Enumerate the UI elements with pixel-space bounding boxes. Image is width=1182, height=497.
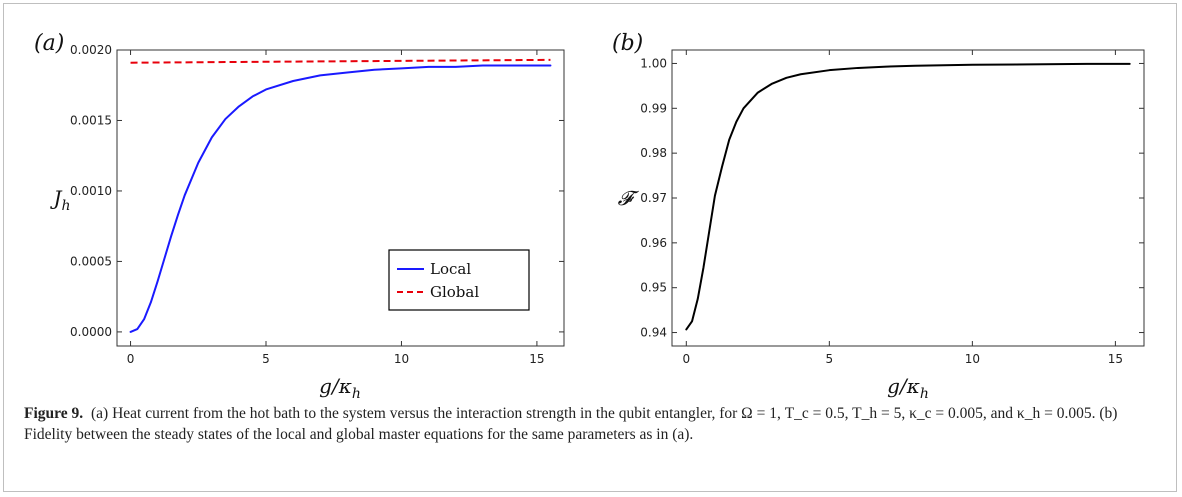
panel-a-legend: Local Global [388, 249, 530, 311]
panel-b-x-tick-label: 10 [965, 352, 980, 366]
caption-label: Figure 9. [24, 405, 84, 422]
panel-a-y-tick-label: 0.0010 [70, 184, 112, 198]
caption-text: (a) Heat current from the hot bath to th… [24, 405, 1118, 443]
panel-a-series-line-1 [130, 58, 551, 64]
panel-b-label: (b) [612, 31, 643, 56]
panel-a-x-tick-label: 10 [394, 352, 409, 366]
panel-b-plot-frame [671, 49, 1145, 347]
panel-a-y-tick-label: 0.0015 [70, 113, 112, 127]
panel-b: (b) 0 5 10 15 0.940.950.960.970.980.991.00 … [612, 31, 1145, 400]
panel-a-label: (a) [34, 31, 64, 56]
panel-a-plot-frame [116, 49, 565, 347]
panel-b-y-tick-label: 0.94 [640, 326, 667, 340]
panel-b-x-tick-label: 15 [1108, 352, 1123, 366]
panel-b-y-tick-label: 0.95 [640, 281, 667, 295]
panel-b-x-tick-label: 5 [826, 352, 834, 366]
panel-b-y-tick-label: 0.98 [640, 146, 667, 160]
panel-b-y-tick-label: 0.96 [640, 236, 667, 250]
panel-b-x-ticks: 0 5 10 15 [682, 50, 1123, 366]
panel-a-series [129, 58, 552, 333]
panel-a-x-tick-label: 5 [262, 352, 270, 366]
panel-a-x-axis-label: g/κh [319, 374, 361, 400]
panel-a: (a) 0 5 10 15 0.0000 0.0005 0.0010 0.0015 0.002… [34, 31, 565, 400]
legend-label-local: Local [430, 260, 471, 278]
legend-box [388, 249, 530, 311]
panel-b-x-tick-label: 0 [682, 352, 690, 366]
panel-a-series-line-0 [129, 64, 552, 333]
panel-b-y-axis-label: 𝓕 [618, 186, 640, 210]
panel-b-x-axis-label: g/κh [887, 374, 929, 400]
panel-a-x-tick-label: 15 [529, 352, 544, 366]
panel-b-y-tick-label: 0.97 [640, 191, 667, 205]
figure-caption: Figure 9. (a) Heat current from the hot … [24, 403, 1159, 445]
panel-a-y-ticks: 0.0000 0.0005 0.0010 0.0015 0.0020 [70, 43, 564, 339]
panel-b-series [685, 62, 1131, 331]
panel-b-y-tick-label: 0.99 [640, 101, 667, 115]
panel-b-series-line-0 [685, 62, 1131, 331]
panel-b-y-tick-label: 1.00 [640, 56, 667, 70]
figure-svg: (a) 0 5 10 15 0.0000 0.0005 0.0010 0.0015 0.002… [34, 31, 1145, 400]
panel-a-x-ticks: 0 5 10 15 [127, 50, 545, 366]
panel-a-x-tick-label: 0 [127, 352, 135, 366]
legend-label-global: Global [430, 283, 479, 301]
panel-b-y-ticks: 0.94 0.95 0.96 0.97 0.98 0.99 1.00 [640, 56, 1144, 340]
panel-a-y-tick-label: 0.0000 [70, 325, 112, 339]
panel-a-y-tick-label: 0.0005 [70, 254, 112, 268]
figure-frame [3, 3, 1177, 492]
panel-a-y-tick-label: 0.0020 [70, 43, 112, 57]
panel-a-y-axis-label: Jh [49, 186, 70, 214]
